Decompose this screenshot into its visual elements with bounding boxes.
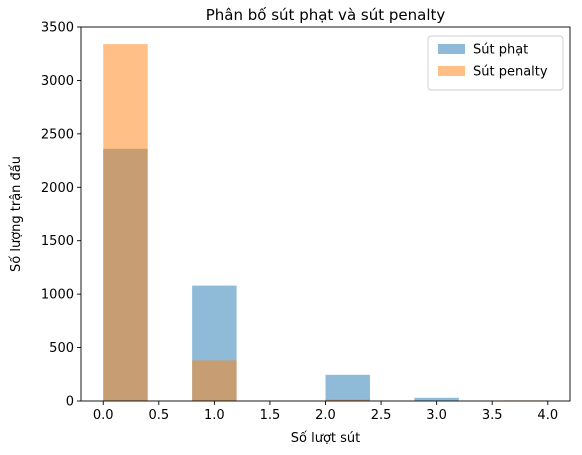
y-axis-label: Số lượng trận đấu	[9, 156, 24, 272]
y-tick-label: 2500	[41, 127, 74, 142]
y-tick-label: 3000	[41, 74, 74, 89]
x-axis-label: Số lượt sút	[291, 431, 360, 446]
x-tick-label: 0.5	[148, 408, 169, 423]
legend-swatch-0	[438, 44, 465, 54]
x-tick-label: 2.5	[371, 408, 392, 423]
x-tick-label: 4.0	[537, 408, 558, 423]
axes-layer: 0.0 0.5 1.0 1.5 2.0 2.5 3.0 3.5 4.0 0 500 1000 1500 2…	[41, 21, 571, 423]
x-tick-label: 0.0	[93, 408, 114, 423]
bar-series-1-bin-0	[103, 44, 148, 402]
y-tick-label: 3500	[41, 21, 74, 36]
x-tick-label: 3.5	[482, 408, 503, 423]
x-tick-label: 1.5	[260, 408, 281, 423]
y-tick-label: 2000	[41, 181, 74, 196]
bar-series-1-bin-2	[325, 399, 370, 401]
bar-series-1-bin-1	[192, 360, 237, 401]
legend-label-0: Sút phạt	[473, 43, 528, 58]
legend: Sút phạt Sút penalty	[427, 35, 564, 91]
x-tick-label: 1.0	[204, 408, 225, 423]
legend-swatch-1	[438, 66, 465, 76]
bars-layer	[103, 44, 548, 402]
x-tick-label: 3.0	[426, 408, 447, 423]
y-tick-label: 500	[49, 341, 74, 356]
x-tick-label: 2.0	[315, 408, 336, 423]
y-tick-label: 0	[66, 395, 74, 410]
legend-label-1: Sút penalty	[473, 65, 548, 80]
chart-title: Phân bố sút phạt và sút penalty	[206, 6, 446, 24]
y-tick-label: 1000	[41, 288, 74, 303]
bar-series-0-bin-2	[325, 374, 370, 401]
y-tick-label: 1500	[41, 234, 74, 249]
bar-series-0-bin-3	[414, 397, 459, 401]
